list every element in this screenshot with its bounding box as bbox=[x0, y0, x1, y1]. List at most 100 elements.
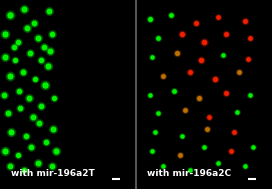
Point bbox=[251, 146, 255, 149]
Point bbox=[54, 150, 58, 153]
Point bbox=[13, 59, 17, 62]
Point bbox=[183, 108, 187, 111]
Point bbox=[37, 121, 42, 124]
Point bbox=[7, 165, 12, 168]
Point bbox=[199, 59, 203, 62]
Point bbox=[11, 46, 16, 49]
Point bbox=[3, 55, 8, 58]
Point bbox=[33, 78, 38, 81]
Point bbox=[21, 70, 25, 73]
Point bbox=[22, 169, 27, 172]
Point bbox=[44, 140, 48, 143]
Point bbox=[224, 33, 228, 36]
Point bbox=[16, 40, 20, 43]
Point bbox=[7, 14, 12, 17]
Point bbox=[25, 27, 29, 30]
Point bbox=[245, 57, 250, 60]
Point bbox=[229, 150, 233, 153]
Point bbox=[147, 93, 152, 96]
Point bbox=[169, 14, 174, 17]
Point bbox=[48, 50, 52, 53]
Point bbox=[150, 55, 154, 58]
Point bbox=[39, 104, 43, 107]
Point bbox=[43, 84, 47, 87]
Point bbox=[39, 59, 43, 62]
Point bbox=[43, 84, 47, 87]
Point bbox=[150, 150, 154, 153]
Point bbox=[51, 127, 55, 130]
Point bbox=[32, 21, 36, 24]
Point bbox=[232, 131, 236, 134]
Point bbox=[248, 36, 252, 39]
Point bbox=[6, 112, 10, 115]
Point bbox=[202, 146, 206, 149]
Point bbox=[26, 97, 31, 100]
Point bbox=[188, 70, 193, 73]
Point bbox=[3, 150, 8, 153]
Point bbox=[41, 46, 46, 49]
Point bbox=[202, 40, 206, 43]
Point bbox=[207, 116, 212, 119]
Point bbox=[26, 97, 31, 100]
Text: with mir-196a2T: with mir-196a2T bbox=[11, 169, 95, 178]
Point bbox=[29, 146, 33, 149]
Text: with mir-196a2C: with mir-196a2C bbox=[147, 169, 231, 178]
Point bbox=[205, 127, 209, 130]
Point bbox=[232, 131, 236, 134]
Point bbox=[45, 65, 50, 68]
Point bbox=[194, 21, 198, 24]
Point bbox=[22, 8, 27, 11]
Point bbox=[237, 70, 242, 73]
Point bbox=[188, 169, 193, 172]
Point bbox=[7, 14, 12, 17]
Point bbox=[45, 65, 50, 68]
Point bbox=[153, 131, 157, 134]
Point bbox=[50, 165, 54, 168]
Point bbox=[196, 97, 201, 100]
Point bbox=[180, 33, 184, 36]
Point bbox=[3, 33, 8, 36]
Point bbox=[205, 127, 209, 130]
Point bbox=[50, 33, 54, 36]
Point bbox=[41, 46, 46, 49]
Point bbox=[202, 146, 206, 149]
Point bbox=[7, 165, 12, 168]
Point bbox=[169, 14, 174, 17]
Point bbox=[156, 36, 160, 39]
Point bbox=[147, 93, 152, 96]
Point bbox=[33, 78, 38, 81]
Point bbox=[180, 135, 184, 138]
Point bbox=[3, 150, 8, 153]
Point bbox=[224, 91, 228, 94]
Point bbox=[25, 27, 29, 30]
Point bbox=[161, 74, 165, 77]
Point bbox=[172, 89, 176, 92]
Point bbox=[175, 51, 179, 54]
Point bbox=[215, 15, 220, 19]
Point bbox=[147, 17, 152, 20]
Point bbox=[52, 97, 57, 100]
Point bbox=[22, 169, 27, 172]
Point bbox=[21, 70, 25, 73]
Point bbox=[248, 93, 252, 96]
Point bbox=[24, 135, 28, 138]
Point bbox=[13, 59, 17, 62]
Point bbox=[18, 106, 23, 109]
Point bbox=[161, 165, 165, 168]
Point bbox=[237, 70, 242, 73]
Point bbox=[16, 153, 20, 156]
Point bbox=[44, 140, 48, 143]
Point bbox=[30, 116, 35, 119]
Point bbox=[16, 40, 20, 43]
Point bbox=[207, 116, 212, 119]
Point bbox=[2, 93, 6, 96]
Point bbox=[6, 112, 10, 115]
Point bbox=[248, 36, 252, 39]
Point bbox=[194, 21, 198, 24]
Point bbox=[50, 165, 54, 168]
Point bbox=[37, 121, 42, 124]
Point bbox=[36, 161, 40, 164]
Point bbox=[7, 74, 12, 77]
Point bbox=[248, 93, 252, 96]
Point bbox=[177, 153, 182, 156]
